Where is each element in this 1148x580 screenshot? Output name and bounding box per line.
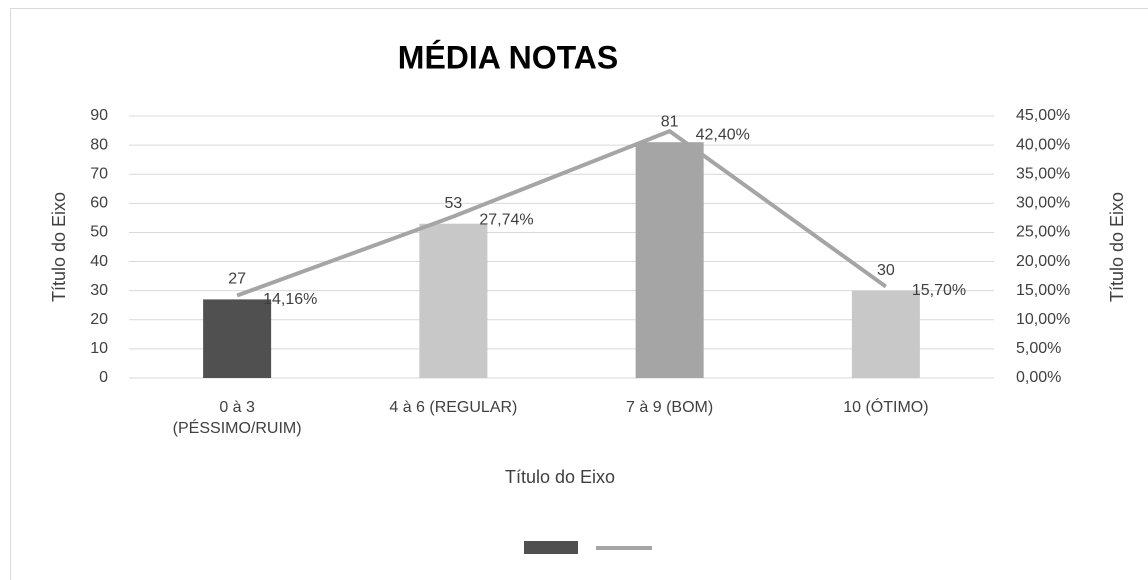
y-tick-label: 90 (90, 107, 108, 124)
line (236, 128, 888, 298)
x-tick-label: 0 à 3 (PÉSSIMO/RUIM) (172, 399, 302, 437)
y-tick-label: 20 (90, 311, 108, 328)
bar-value-label: 53 (444, 195, 462, 212)
y2-tick-label: 45,00% (1016, 107, 1070, 124)
y2-tick-label: 30,00% (1016, 195, 1070, 212)
y2-tick-label: 20,00% (1016, 253, 1070, 270)
y2-tick-label: 10,00% (1016, 311, 1070, 328)
legend-swatch (524, 541, 578, 554)
line-value-label: 15,70% (912, 282, 966, 299)
x-tick-label: 4 à 6 (REGULAR) (389, 399, 518, 416)
line-value-label: 42,40% (696, 126, 750, 143)
line-value-label: 14,16% (263, 291, 317, 308)
bar (635, 142, 704, 378)
y2-tick-label: 25,00% (1016, 224, 1070, 241)
y-tick-label: 50 (90, 224, 108, 241)
bar (419, 223, 488, 378)
y2-tick-label: 5,00% (1016, 340, 1061, 357)
y-tick-label: 70 (90, 165, 108, 182)
bar-value-label: 81 (661, 113, 679, 130)
y-tick-label: 80 (90, 136, 108, 153)
chart-border (10, 8, 1148, 580)
y-tick-label: 40 (90, 253, 108, 270)
y2-tick-label: 40,00% (1016, 136, 1070, 153)
chart-title: MÉDIA NOTAS (398, 39, 618, 75)
y-tick-label: 30 (90, 282, 108, 299)
x-tick-label: 10 (ÓTIMO) (843, 399, 929, 416)
y-tick-label: 0 (99, 369, 108, 386)
y-tick-label: 10 (90, 340, 108, 357)
bar-value-label: 27 (228, 271, 246, 288)
bar (851, 290, 920, 378)
x-axis-title: Título do Eixo (505, 467, 615, 487)
bar-value-label: 30 (877, 262, 895, 279)
line-value-label: 27,74% (479, 212, 533, 229)
y2-tick-label: 35,00% (1016, 165, 1070, 182)
y-tick-label: 60 (90, 195, 108, 212)
y2-tick-label: 0,00% (1016, 369, 1061, 386)
x-tick-label: 7 à 9 (BOM) (626, 399, 714, 416)
y2-axis-title: Título do Eixo (1107, 192, 1127, 302)
bar (203, 299, 272, 378)
y-axis-title: Título do Eixo (49, 192, 69, 302)
y2-tick-label: 15,00% (1016, 282, 1070, 299)
